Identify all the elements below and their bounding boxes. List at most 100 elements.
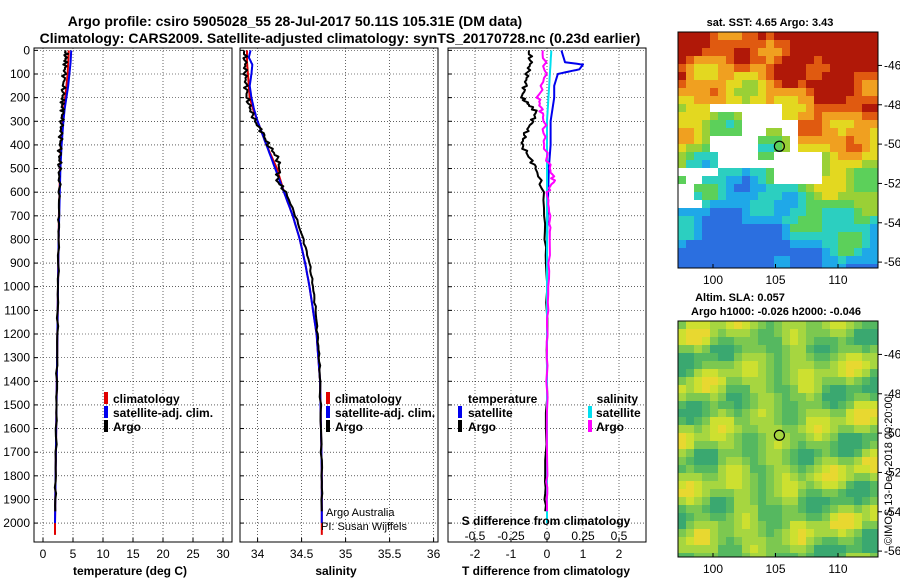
map-cell bbox=[806, 200, 814, 208]
map-cell bbox=[686, 457, 694, 465]
map-cell bbox=[718, 48, 726, 56]
map-cell bbox=[742, 433, 750, 441]
map-cell bbox=[750, 80, 758, 88]
map-cell bbox=[678, 497, 686, 505]
map-cell bbox=[846, 80, 854, 88]
map-cell bbox=[734, 529, 742, 537]
map-cell bbox=[726, 72, 734, 80]
map-cell bbox=[726, 32, 734, 40]
map-cell bbox=[806, 417, 814, 425]
map-cell bbox=[774, 537, 782, 545]
map-cell bbox=[718, 56, 726, 64]
map-cell bbox=[686, 112, 694, 120]
map-cell bbox=[702, 144, 710, 152]
map-cell bbox=[782, 553, 790, 557]
map-cell bbox=[750, 32, 758, 40]
x-tick-label: 10 bbox=[96, 547, 110, 561]
map-cell bbox=[846, 224, 854, 232]
map-cell bbox=[822, 345, 830, 353]
map-cell bbox=[806, 513, 814, 521]
map-cell bbox=[822, 96, 830, 104]
map-cell bbox=[870, 321, 878, 329]
map-cell bbox=[710, 264, 718, 268]
map-cell bbox=[750, 417, 758, 425]
legend-satellite-label: satellite-adj. clim. bbox=[113, 406, 213, 420]
map-cell bbox=[678, 521, 686, 529]
map-cell bbox=[806, 465, 814, 473]
map-cell bbox=[846, 497, 854, 505]
map-cell bbox=[678, 128, 686, 136]
map-cell bbox=[678, 264, 686, 268]
map-cell bbox=[854, 401, 862, 409]
map-cell bbox=[734, 80, 742, 88]
map-cell bbox=[830, 401, 838, 409]
map-cell bbox=[862, 505, 870, 513]
map-cell bbox=[870, 345, 878, 353]
map-cell bbox=[854, 553, 862, 557]
map-cell bbox=[806, 112, 814, 120]
map-cell bbox=[686, 329, 694, 337]
map-cell bbox=[806, 361, 814, 369]
map-cell bbox=[678, 216, 686, 224]
map-cell bbox=[678, 56, 686, 64]
map-cell bbox=[734, 553, 742, 557]
map-cell bbox=[726, 489, 734, 497]
map-cell bbox=[702, 216, 710, 224]
s-x-tick-label: 0 bbox=[544, 529, 551, 543]
map-cell bbox=[854, 264, 862, 268]
map-cell bbox=[766, 409, 774, 417]
map-cell bbox=[838, 409, 846, 417]
map-cell bbox=[758, 80, 766, 88]
map-cell bbox=[766, 224, 774, 232]
map-cell bbox=[758, 144, 766, 152]
map-cell bbox=[870, 449, 878, 457]
map-cell bbox=[758, 184, 766, 192]
map-cell bbox=[742, 473, 750, 481]
map-cell bbox=[758, 256, 766, 264]
map-cell bbox=[710, 545, 718, 553]
map-cell bbox=[822, 216, 830, 224]
map-cell bbox=[814, 369, 822, 377]
map-cell bbox=[790, 513, 798, 521]
map-cell bbox=[822, 465, 830, 473]
map-cell bbox=[718, 248, 726, 256]
map-cell bbox=[838, 521, 846, 529]
map-cell bbox=[782, 353, 790, 361]
map-cell bbox=[774, 441, 782, 449]
legend-argo-label: Argo bbox=[335, 420, 363, 434]
map-cell bbox=[822, 329, 830, 337]
map-cell bbox=[758, 232, 766, 240]
map-cell bbox=[702, 56, 710, 64]
legend-argo-swatch bbox=[326, 420, 330, 432]
map-cell bbox=[782, 112, 790, 120]
map-cell bbox=[838, 224, 846, 232]
map-cell bbox=[726, 441, 734, 449]
map-cell bbox=[830, 40, 838, 48]
legend-t-satellite-swatch bbox=[458, 406, 462, 418]
map-cell bbox=[750, 529, 758, 537]
map-cell bbox=[718, 481, 726, 489]
map-cell bbox=[710, 96, 718, 104]
map-cell bbox=[766, 537, 774, 545]
map-cell bbox=[814, 433, 822, 441]
map-cell bbox=[862, 128, 870, 136]
map-cell bbox=[822, 361, 830, 369]
map-cell bbox=[734, 521, 742, 529]
map-cell bbox=[750, 401, 758, 409]
map-cell bbox=[822, 489, 830, 497]
map-cell bbox=[718, 473, 726, 481]
map-cell bbox=[702, 64, 710, 72]
map-cell bbox=[870, 64, 878, 72]
map-cell bbox=[822, 473, 830, 481]
map-cell bbox=[870, 56, 878, 64]
map-cell bbox=[838, 449, 846, 457]
map-cell bbox=[758, 513, 766, 521]
map-cell bbox=[702, 441, 710, 449]
map-cell bbox=[758, 505, 766, 513]
map-cell bbox=[822, 321, 830, 329]
map-cell bbox=[718, 64, 726, 72]
map-cell bbox=[686, 433, 694, 441]
map-cell bbox=[862, 184, 870, 192]
map-cell bbox=[838, 401, 846, 409]
map-cell bbox=[854, 345, 862, 353]
